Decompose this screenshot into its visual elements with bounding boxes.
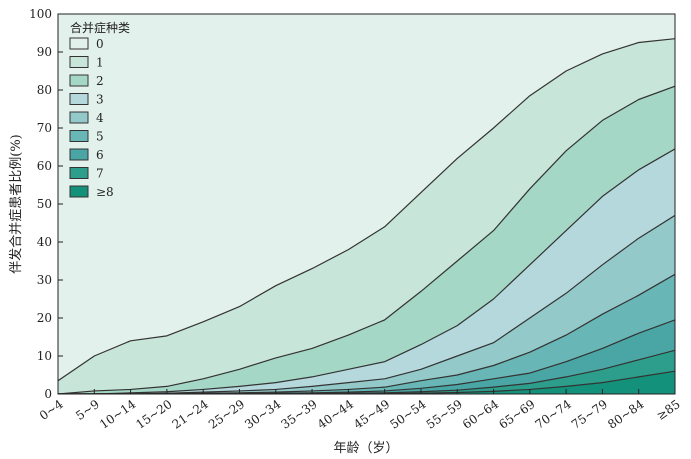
y-tick-label: 40	[37, 235, 52, 249]
x-tick-label: 65~69	[496, 397, 537, 432]
legend-label-2: 2	[96, 74, 104, 88]
legend-swatch-1	[69, 56, 89, 68]
legend-label-3: 3	[96, 93, 104, 107]
x-tick-label: 45~49	[351, 397, 392, 432]
legend-swatch-3	[69, 93, 89, 105]
y-tick-label: 100	[29, 7, 52, 21]
x-axis-title: 年龄（岁）	[333, 441, 398, 456]
area-layers	[58, 14, 675, 394]
legend-swatch-0	[69, 37, 89, 50]
legend-swatch-2	[69, 74, 89, 87]
x-tick-label: ≥85	[654, 397, 683, 423]
x-tick-label: 15~20	[133, 397, 174, 432]
y-tick-label: 60	[37, 159, 52, 173]
x-tick-label: 0~4	[37, 397, 66, 423]
x-tick-label: 40~44	[315, 397, 357, 432]
legend-label-1: 1	[96, 56, 104, 70]
legend-swatch-4	[69, 111, 89, 124]
y-axis: 0 10 20 30 40 50 60 70 80 90 100	[29, 7, 63, 401]
x-tick-label: 35~39	[278, 397, 319, 432]
area-band-3	[58, 148, 675, 394]
y-tick-label: 0	[44, 387, 52, 401]
area-band-0	[58, 14, 675, 381]
legend-label-4: 4	[96, 111, 104, 125]
y-tick-label: 20	[37, 311, 52, 325]
boundary-line-5	[58, 319, 675, 394]
y-tick-label: 70	[37, 121, 52, 135]
x-tick-label: 30~34	[242, 397, 284, 432]
boundary-line-1	[58, 85, 675, 394]
legend-label-7: 7	[96, 167, 104, 181]
y-tick-label: 10	[37, 349, 52, 363]
legend-label-8: ≥8	[96, 185, 114, 199]
area-band-5	[58, 274, 675, 394]
y-tick-label: 80	[37, 83, 52, 97]
legend-swatch-7	[69, 167, 89, 179]
x-tick-label: 80~84	[605, 397, 647, 432]
boundary-line-3	[58, 214, 675, 394]
x-tick-label: 25~29	[206, 397, 247, 432]
legend-title: 合并症种类	[70, 20, 130, 35]
x-tick-label: 75~79	[569, 397, 610, 432]
boundary-line-0	[58, 38, 675, 382]
y-tick-label: 90	[37, 45, 52, 59]
x-tick-label: 55~59	[424, 397, 465, 432]
y-tick-label: 50	[37, 197, 52, 211]
boundary-line-4	[58, 273, 675, 394]
legend-label-5: 5	[96, 130, 104, 144]
legend-label-6: 6	[96, 148, 104, 162]
area-band-8	[58, 371, 675, 394]
boundary-line-2	[58, 148, 675, 394]
x-tick-label: 60~64	[460, 397, 502, 432]
area-band-1	[58, 38, 675, 394]
y-axis-title: 伴发合并症患者比例(%)	[8, 134, 24, 274]
x-tick-label: 50~54	[387, 397, 429, 432]
area-band-6	[58, 319, 675, 394]
x-axis: 0~4 5~910~1415~2021~2425~2930~3435~3940~4…	[37, 389, 683, 432]
x-tick-label: 70~74	[533, 397, 575, 432]
area-band-4	[58, 215, 675, 394]
legend-swatch-6	[69, 148, 89, 161]
legend-label-0: 0	[96, 37, 104, 51]
legend-swatch-8	[69, 185, 89, 198]
x-tick-label: 21~24	[170, 397, 212, 432]
y-tick-label: 30	[37, 273, 52, 287]
legend-swatch-5	[69, 130, 89, 142]
x-tick-label: 10~14	[97, 397, 139, 432]
legend: 合并症种类 0 1 2 3 4 5 6 7 ≥8	[69, 20, 130, 199]
area-band-2	[58, 86, 675, 394]
